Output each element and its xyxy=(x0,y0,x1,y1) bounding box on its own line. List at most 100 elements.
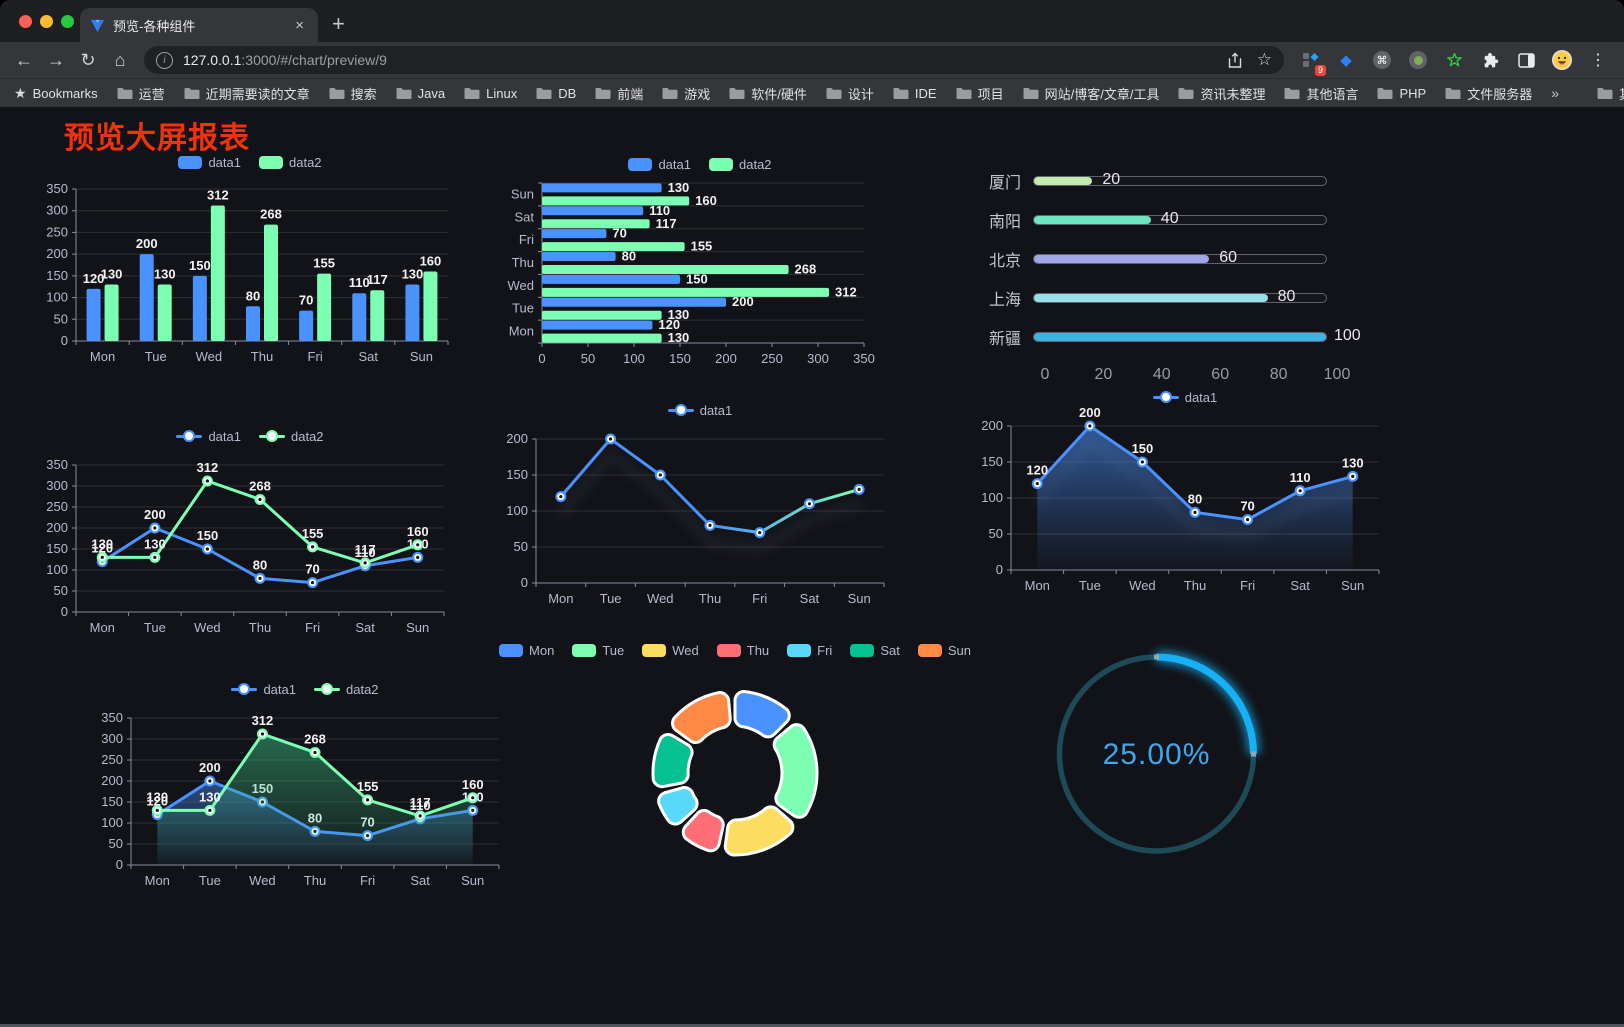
svg-text:Thu: Thu xyxy=(304,873,326,888)
legend-label: data2 xyxy=(289,154,322,170)
record-extension-icon[interactable] xyxy=(1405,47,1431,73)
legend-item[interactable]: data1 xyxy=(628,157,691,172)
bookmark-label: 前端 xyxy=(617,86,644,102)
svg-text:150: 150 xyxy=(46,268,68,283)
svg-text:350: 350 xyxy=(46,181,68,196)
traffic-light-close[interactable] xyxy=(19,15,32,28)
svg-text:0: 0 xyxy=(61,333,68,348)
svg-text:Mon: Mon xyxy=(1025,578,1050,593)
bookmark-item[interactable]: PHP xyxy=(1377,86,1426,101)
progress-row: 上海 80 xyxy=(975,278,1390,317)
green-star-extension-icon[interactable] xyxy=(1441,47,1467,73)
bookmark-item[interactable]: 其他书签 xyxy=(1597,84,1624,103)
svg-text:300: 300 xyxy=(46,478,68,493)
svg-text:250: 250 xyxy=(101,752,123,767)
bar-chart: data1 data2 0 50 100 150 200 250 300 350 Mon Tue Wed… xyxy=(40,151,460,369)
bookmark-item[interactable]: 近期需要读的文章 xyxy=(184,84,310,103)
legend-item[interactable]: Thu xyxy=(716,643,769,658)
browser-tab[interactable]: 预览-各种组件 × xyxy=(80,8,318,42)
svg-text:150: 150 xyxy=(686,271,708,286)
bookmark-item[interactable]: ★ Bookmarks xyxy=(14,85,98,102)
bookmark-item[interactable]: 网站/博客/文章/工具 xyxy=(1023,84,1159,103)
legend-label: Fri xyxy=(817,642,833,658)
profile-avatar[interactable] xyxy=(1549,47,1575,73)
progress-fill xyxy=(1034,176,1093,185)
legend-item[interactable]: Wed xyxy=(642,643,699,658)
forward-button[interactable]: → xyxy=(47,49,65,70)
svg-text:50: 50 xyxy=(109,836,123,851)
legend-item[interactable]: data2 xyxy=(314,682,379,697)
legend-item[interactable]: data1 xyxy=(178,155,241,170)
share-icon[interactable] xyxy=(1227,52,1243,69)
svg-text:70: 70 xyxy=(612,226,626,241)
folder-icon xyxy=(184,87,200,100)
new-tab-button[interactable]: + xyxy=(332,11,345,36)
legend-item[interactable]: Sat xyxy=(850,643,900,658)
legend-item[interactable]: Mon xyxy=(499,643,554,658)
svg-text:268: 268 xyxy=(249,478,271,493)
svg-text:Sat: Sat xyxy=(514,209,534,224)
svg-text:80: 80 xyxy=(253,557,267,572)
bookmark-item[interactable]: Java xyxy=(396,86,445,101)
legend-swatch xyxy=(628,157,653,171)
reload-button[interactable]: ↻ xyxy=(80,49,96,70)
svg-text:160: 160 xyxy=(695,193,717,208)
progress-value: 20 xyxy=(1102,170,1121,188)
site-info-icon[interactable]: i xyxy=(156,51,173,69)
bookmark-label: 其他语言 xyxy=(1306,86,1359,102)
traffic-light-zoom[interactable] xyxy=(61,15,74,28)
legend-item[interactable]: data1 xyxy=(231,682,296,697)
legend-item[interactable]: data1 xyxy=(1152,390,1217,405)
bookmark-item[interactable]: 资讯未整理 xyxy=(1178,84,1265,103)
menu-kebab-icon[interactable]: ⋮ xyxy=(1590,52,1606,69)
svg-text:100: 100 xyxy=(623,351,645,366)
bookmark-star-icon[interactable]: ☆ xyxy=(1256,50,1272,69)
sidebar-toggle-icon[interactable] xyxy=(1513,47,1539,73)
legend-swatch xyxy=(572,643,597,657)
bookmark-item[interactable]: 软件/硬件 xyxy=(729,84,807,103)
svg-text:155: 155 xyxy=(313,256,335,271)
svg-text:Tue: Tue xyxy=(199,873,221,888)
progress-label: 上海 xyxy=(988,291,1021,309)
legend-item[interactable]: Sun xyxy=(917,642,971,658)
legend-item[interactable]: Fri xyxy=(787,643,832,658)
bookmark-item[interactable]: 项目 xyxy=(956,84,1004,103)
legend-item[interactable]: data2 xyxy=(259,155,322,170)
back-button[interactable]: ← xyxy=(15,49,33,70)
legend-item[interactable]: data1 xyxy=(176,429,241,444)
svg-text:Mon: Mon xyxy=(509,324,534,339)
legend-label: data2 xyxy=(291,428,324,444)
bookmark-item[interactable]: 搜索 xyxy=(329,84,377,103)
grid-diamond-extension-icon[interactable]: 9 xyxy=(1297,47,1326,76)
legend-item[interactable]: data2 xyxy=(259,429,324,444)
svg-text:155: 155 xyxy=(691,239,713,254)
bookmark-item[interactable]: 设计 xyxy=(826,84,874,103)
home-button[interactable]: ⌂ xyxy=(114,49,126,70)
traffic-light-minimize[interactable] xyxy=(40,15,53,28)
bookmark-item[interactable]: 前端 xyxy=(595,84,643,103)
tab-close-icon[interactable]: × xyxy=(295,16,304,34)
svg-text:150: 150 xyxy=(189,258,211,273)
legend-item[interactable]: data1 xyxy=(667,403,732,418)
gauge-value-label: 25.00% xyxy=(1103,738,1211,771)
bookmark-item[interactable]: IDE xyxy=(893,86,937,101)
bookmark-item[interactable]: DB xyxy=(536,86,576,101)
bookmark-item[interactable]: 其他语言 xyxy=(1284,84,1358,103)
command-extension-icon[interactable]: ⌘ xyxy=(1369,47,1395,73)
extensions-puzzle-icon[interactable] xyxy=(1477,47,1503,73)
legend-item[interactable]: data2 xyxy=(709,157,772,172)
gem-extension-icon[interactable]: ◆ xyxy=(1340,52,1352,69)
svg-text:Sun: Sun xyxy=(461,873,484,888)
address-bar[interactable]: i 127.0.0.1:3000/#/chart/preview/9 ☆ xyxy=(144,46,1284,74)
bookmark-item[interactable]: 文件服务器 xyxy=(1445,84,1532,103)
bookmark-item[interactable]: Linux xyxy=(464,86,517,101)
legend-item[interactable]: Tue xyxy=(572,643,624,658)
svg-text:Thu: Thu xyxy=(1184,578,1206,593)
bookmark-item[interactable]: 运营 xyxy=(117,84,165,103)
svg-text:200: 200 xyxy=(101,773,123,788)
bookmarks-overflow-chevron[interactable]: » xyxy=(1551,85,1560,101)
legend-label: Sun xyxy=(947,642,971,658)
bookmark-item[interactable]: 游戏 xyxy=(662,84,710,103)
folder-icon xyxy=(1178,87,1194,100)
